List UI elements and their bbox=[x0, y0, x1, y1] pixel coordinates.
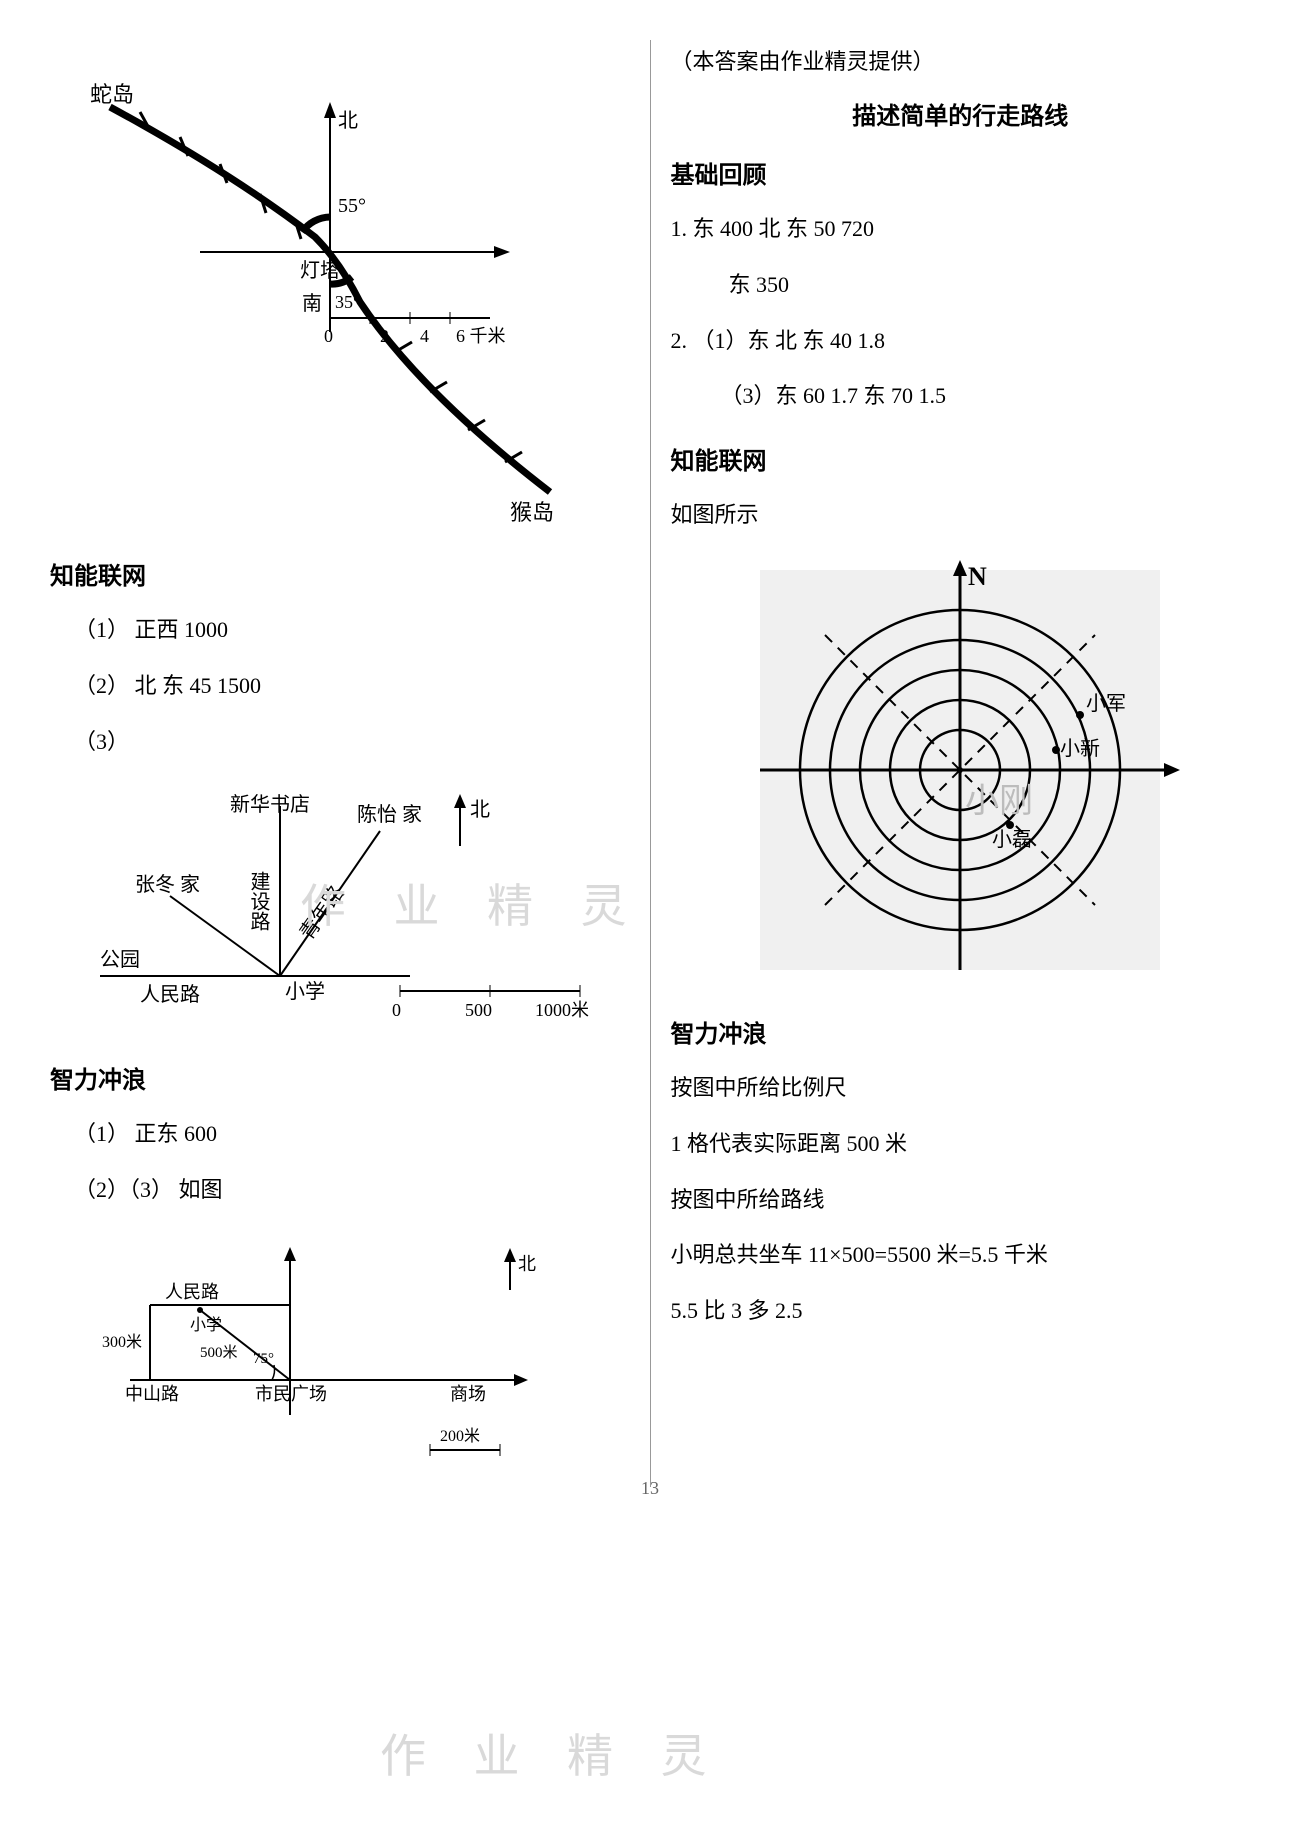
p-xiaogang: 小刚 bbox=[965, 783, 1033, 820]
label-s2: 2 bbox=[380, 326, 389, 346]
c-renmin: 人民路 bbox=[165, 1282, 219, 1302]
r2b: （3）东 60 1.7 东 70 1.5 bbox=[721, 375, 1251, 417]
r3: 如图所示 bbox=[671, 494, 1251, 536]
figure-island-map: 蛇岛 北 55° 灯塔 南 35° 0 2 4 6 千米 猴岛 bbox=[80, 52, 600, 532]
compass-n: N bbox=[968, 562, 987, 591]
label-south: 南 bbox=[302, 292, 322, 315]
c-300: 300米 bbox=[102, 1333, 142, 1351]
l-s1000: 1000米 bbox=[535, 1000, 589, 1020]
l-s500: 500 bbox=[465, 1000, 492, 1020]
right-column: （本答案由作业精灵提供） 描述简单的行走路线 基础回顾 1. 东 400 北 东… bbox=[651, 40, 1271, 1487]
section-title: 描述简单的行走路线 bbox=[671, 96, 1251, 131]
label-s6: 6 千米 bbox=[456, 326, 506, 346]
c-north: 北 bbox=[518, 1254, 536, 1274]
heading-jichu: 基础回顾 bbox=[671, 155, 1251, 190]
heading-zhili-1: 智力冲浪 bbox=[50, 1060, 630, 1095]
s1: 按图中所给比例尺 bbox=[671, 1067, 1251, 1109]
label-snake: 蛇岛 bbox=[90, 82, 134, 107]
watermark-2: 作 业 精 灵 bbox=[380, 1720, 725, 1786]
s4: 小明总共坐车 11×500=5500 米=5.5 千米 bbox=[671, 1234, 1251, 1276]
s3: 按图中所给路线 bbox=[671, 1179, 1251, 1221]
label-north: 北 bbox=[338, 109, 358, 132]
l-north2: 北 bbox=[470, 798, 490, 821]
figure-city-map: 北 人民路 300米 小学 500米 75° 中山路 市民广场 商场 200米 bbox=[90, 1225, 590, 1475]
s2: 1 格代表实际距离 500 米 bbox=[671, 1123, 1251, 1165]
c-zhongshan: 中山路 bbox=[125, 1384, 179, 1404]
label-lighthouse: 灯塔 bbox=[300, 259, 340, 282]
c-angle: 75° bbox=[253, 1351, 274, 1367]
label-angle1: 55° bbox=[338, 195, 366, 217]
r2: 2. （1）东 北 东 40 1.8 bbox=[671, 320, 1251, 362]
c-scale: 200米 bbox=[440, 1427, 480, 1445]
c-shop: 商场 bbox=[450, 1384, 486, 1404]
ans-a2: （2） 北 东 45 1500 bbox=[74, 665, 630, 707]
heading-zhineng-1: 知能联网 bbox=[50, 556, 630, 591]
ans-b2: （2）（3） 如图 bbox=[74, 1169, 630, 1211]
c-500: 500米 bbox=[200, 1344, 238, 1361]
page-number: 13 bbox=[641, 1478, 659, 1499]
c-school: 小学 bbox=[190, 1316, 222, 1334]
c-square: 市民广场 bbox=[255, 1384, 327, 1404]
p-xiaoxin: 小新 bbox=[1060, 737, 1100, 760]
p-xiaolei: 小磊 bbox=[992, 828, 1032, 851]
label-s4: 4 bbox=[420, 326, 429, 346]
r1b: 东 350 bbox=[729, 264, 1251, 306]
l-school: 小学 bbox=[285, 980, 325, 1003]
ans-a3: （3） bbox=[74, 721, 630, 763]
l-renmin: 人民路 bbox=[140, 983, 200, 1006]
l-zhangdong: 张冬 家 bbox=[135, 873, 200, 896]
l-xinhua: 新华书店 bbox=[230, 793, 310, 816]
r1: 1. 东 400 北 东 50 720 bbox=[671, 208, 1251, 250]
label-angle2: 35° bbox=[335, 292, 360, 312]
figure-school-map: 新华书店 陈怡 家 北 建设路 青年路 张冬 家 公园 人民路 小学 0 500… bbox=[80, 776, 600, 1036]
l-jianshe: 建设路 bbox=[247, 871, 270, 931]
l-s0: 0 bbox=[392, 1000, 401, 1020]
l-park: 公园 bbox=[100, 949, 140, 971]
heading-zhili-2: 智力冲浪 bbox=[671, 1014, 1251, 1049]
label-monkey: 猴岛 bbox=[510, 500, 554, 525]
ans-a1: （1） 正西 1000 bbox=[74, 609, 630, 651]
s5: 5.5 比 3 多 2.5 bbox=[671, 1290, 1251, 1332]
p-xiaojun: 小军 bbox=[1086, 692, 1126, 715]
figure-compass: N 小军 小新 小刚 小磊 bbox=[730, 550, 1190, 990]
page-container: 蛇岛 北 55° 灯塔 南 35° 0 2 4 6 千米 猴岛 知能联网 （1）… bbox=[0, 0, 1300, 1507]
left-column: 蛇岛 北 55° 灯塔 南 35° 0 2 4 6 千米 猴岛 知能联网 （1）… bbox=[30, 40, 651, 1487]
ans-b1: （1） 正东 600 bbox=[74, 1113, 630, 1155]
heading-zhineng-2: 知能联网 bbox=[671, 441, 1251, 476]
l-chenyi: 陈怡 家 bbox=[357, 803, 422, 826]
label-s0: 0 bbox=[324, 326, 333, 346]
credit-note: （本答案由作业精灵提供） bbox=[671, 44, 1251, 76]
